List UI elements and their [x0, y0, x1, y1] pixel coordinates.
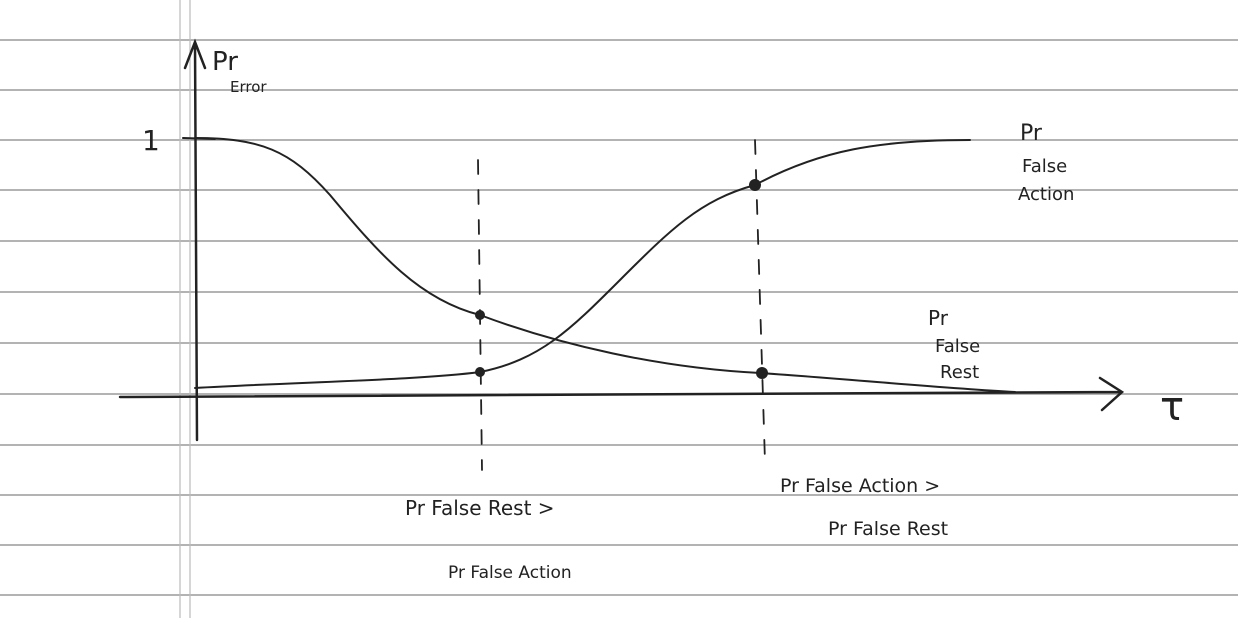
- annotation: Pr False Action >: [780, 475, 940, 497]
- curve-label: Action: [1018, 184, 1074, 205]
- dashed-marker: [477, 159, 483, 471]
- annotation: Pr False Action: [448, 563, 572, 583]
- false-action-curve: [194, 139, 971, 389]
- y-tick-label: 1: [142, 124, 160, 157]
- point: [749, 179, 761, 191]
- annotation: Pr False Rest: [828, 518, 948, 540]
- y-label-sub: Error: [230, 78, 267, 96]
- curves: [194, 137, 1016, 471]
- curve-label: Pr: [1020, 121, 1043, 146]
- curve-label: False: [1022, 156, 1067, 177]
- x-axis: [118, 376, 1125, 412]
- y-axis: [183, 38, 207, 442]
- curve-label: False: [935, 336, 980, 357]
- dashed-marker: [754, 139, 766, 463]
- false-rest-curve: [194, 137, 1016, 393]
- labels: Pr Error 1 τ Pr False Action Pr False Re…: [142, 47, 1184, 583]
- curve-label: Pr: [928, 306, 949, 330]
- x-label: τ: [1160, 384, 1184, 430]
- point: [756, 367, 768, 379]
- axes: [118, 38, 1125, 442]
- y-label-main: Pr: [212, 47, 238, 77]
- curve-label: Rest: [940, 362, 979, 383]
- annotation: Pr False Rest >: [405, 496, 555, 520]
